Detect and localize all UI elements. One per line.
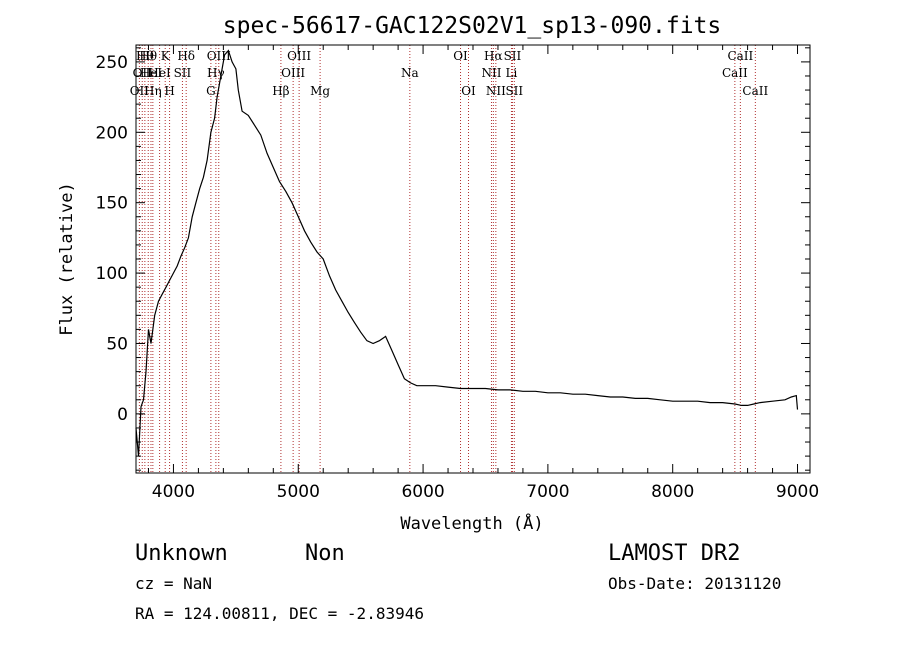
x-tick-label: 4000 [152, 482, 195, 502]
spectral-line-label: HeI [140, 66, 163, 80]
spectral-line-label: Hθ [136, 49, 154, 63]
spectral-line-label: CaII [722, 66, 748, 80]
y-axis-label: Flux (relative) [57, 182, 77, 336]
spectral-line-label: OIII [287, 49, 311, 63]
x-axis-label: Wavelength (Å) [400, 512, 543, 534]
spectral-line-label: Hδ [177, 49, 195, 63]
y-tick-label: 250 [96, 53, 128, 73]
spectral-line-label: Hα [484, 49, 503, 63]
y-tick-label: 100 [96, 264, 128, 284]
survey-label: LAMOST DR2 [608, 541, 740, 566]
y-tick-label: 150 [96, 194, 128, 214]
y-tick-label: 50 [106, 334, 128, 354]
y-tick-label: 200 [96, 123, 128, 143]
subclass-label: Non [305, 541, 345, 566]
x-tick-label: 7000 [526, 482, 569, 502]
spectral-line-label: G [206, 84, 216, 98]
spectral-line-label: SII [174, 66, 192, 80]
spectrum-line [135, 49, 799, 457]
coordinates-text: RA = 124.00811, DEC = -2.83946 [135, 604, 424, 623]
spectral-line-label: Na [401, 66, 419, 80]
y-axis: 0 50 100 150 200 250 [96, 47, 810, 471]
spectral-line-label: Hβ [272, 84, 289, 98]
spectral-line-label: Hη [144, 84, 162, 98]
spectral-line-markers [138, 45, 756, 473]
spectral-line-label: NII [486, 84, 506, 98]
x-axis: 4000 5000 6000 7000 8000 9000 [147, 45, 819, 502]
spectral-line-label: HeI [148, 66, 171, 80]
y-tick-label: 0 [117, 405, 128, 425]
spectral-line-label: K [161, 49, 171, 63]
spectral-line-label: OIII [281, 66, 305, 80]
spectral-line-label: Hθ [139, 49, 157, 63]
x-tick-label: 8000 [651, 482, 694, 502]
obs-date-text: Obs-Date: 20131120 [608, 574, 781, 593]
spectral-line-label: CaII [727, 49, 753, 63]
spectral-line-label: OII [133, 66, 153, 80]
spectral-line-label: SII [505, 84, 523, 98]
spectral-line-label: SII [504, 49, 522, 63]
spectral-line-label: OIII [207, 49, 231, 63]
spectral-line-label: Mg [310, 84, 330, 98]
spectral-line-label: OI [461, 84, 476, 98]
spectral-line-labels: OIIOIIHθHθHeIHηHeIKHSIIHδGHγOIIIHβOIIIOI… [130, 49, 769, 98]
chart-title: spec-56617-GAC122S02V1_sp13-090.fits [223, 13, 722, 39]
redshift-text: cz = NaN [135, 574, 212, 593]
spectral-line-label: H [164, 84, 174, 98]
spectral-line-label: Li [506, 66, 518, 80]
x-tick-label: 6000 [401, 482, 444, 502]
spectral-line-label: OI [453, 49, 468, 63]
plot-frame [135, 44, 811, 474]
spectral-line-label: CaII [742, 84, 768, 98]
spectral-line-label: OII [130, 84, 150, 98]
class-label: Unknown [135, 541, 228, 566]
spectral-line-label: NII [481, 66, 501, 80]
x-tick-label: 5000 [277, 482, 320, 502]
x-tick-label: 9000 [776, 482, 819, 502]
